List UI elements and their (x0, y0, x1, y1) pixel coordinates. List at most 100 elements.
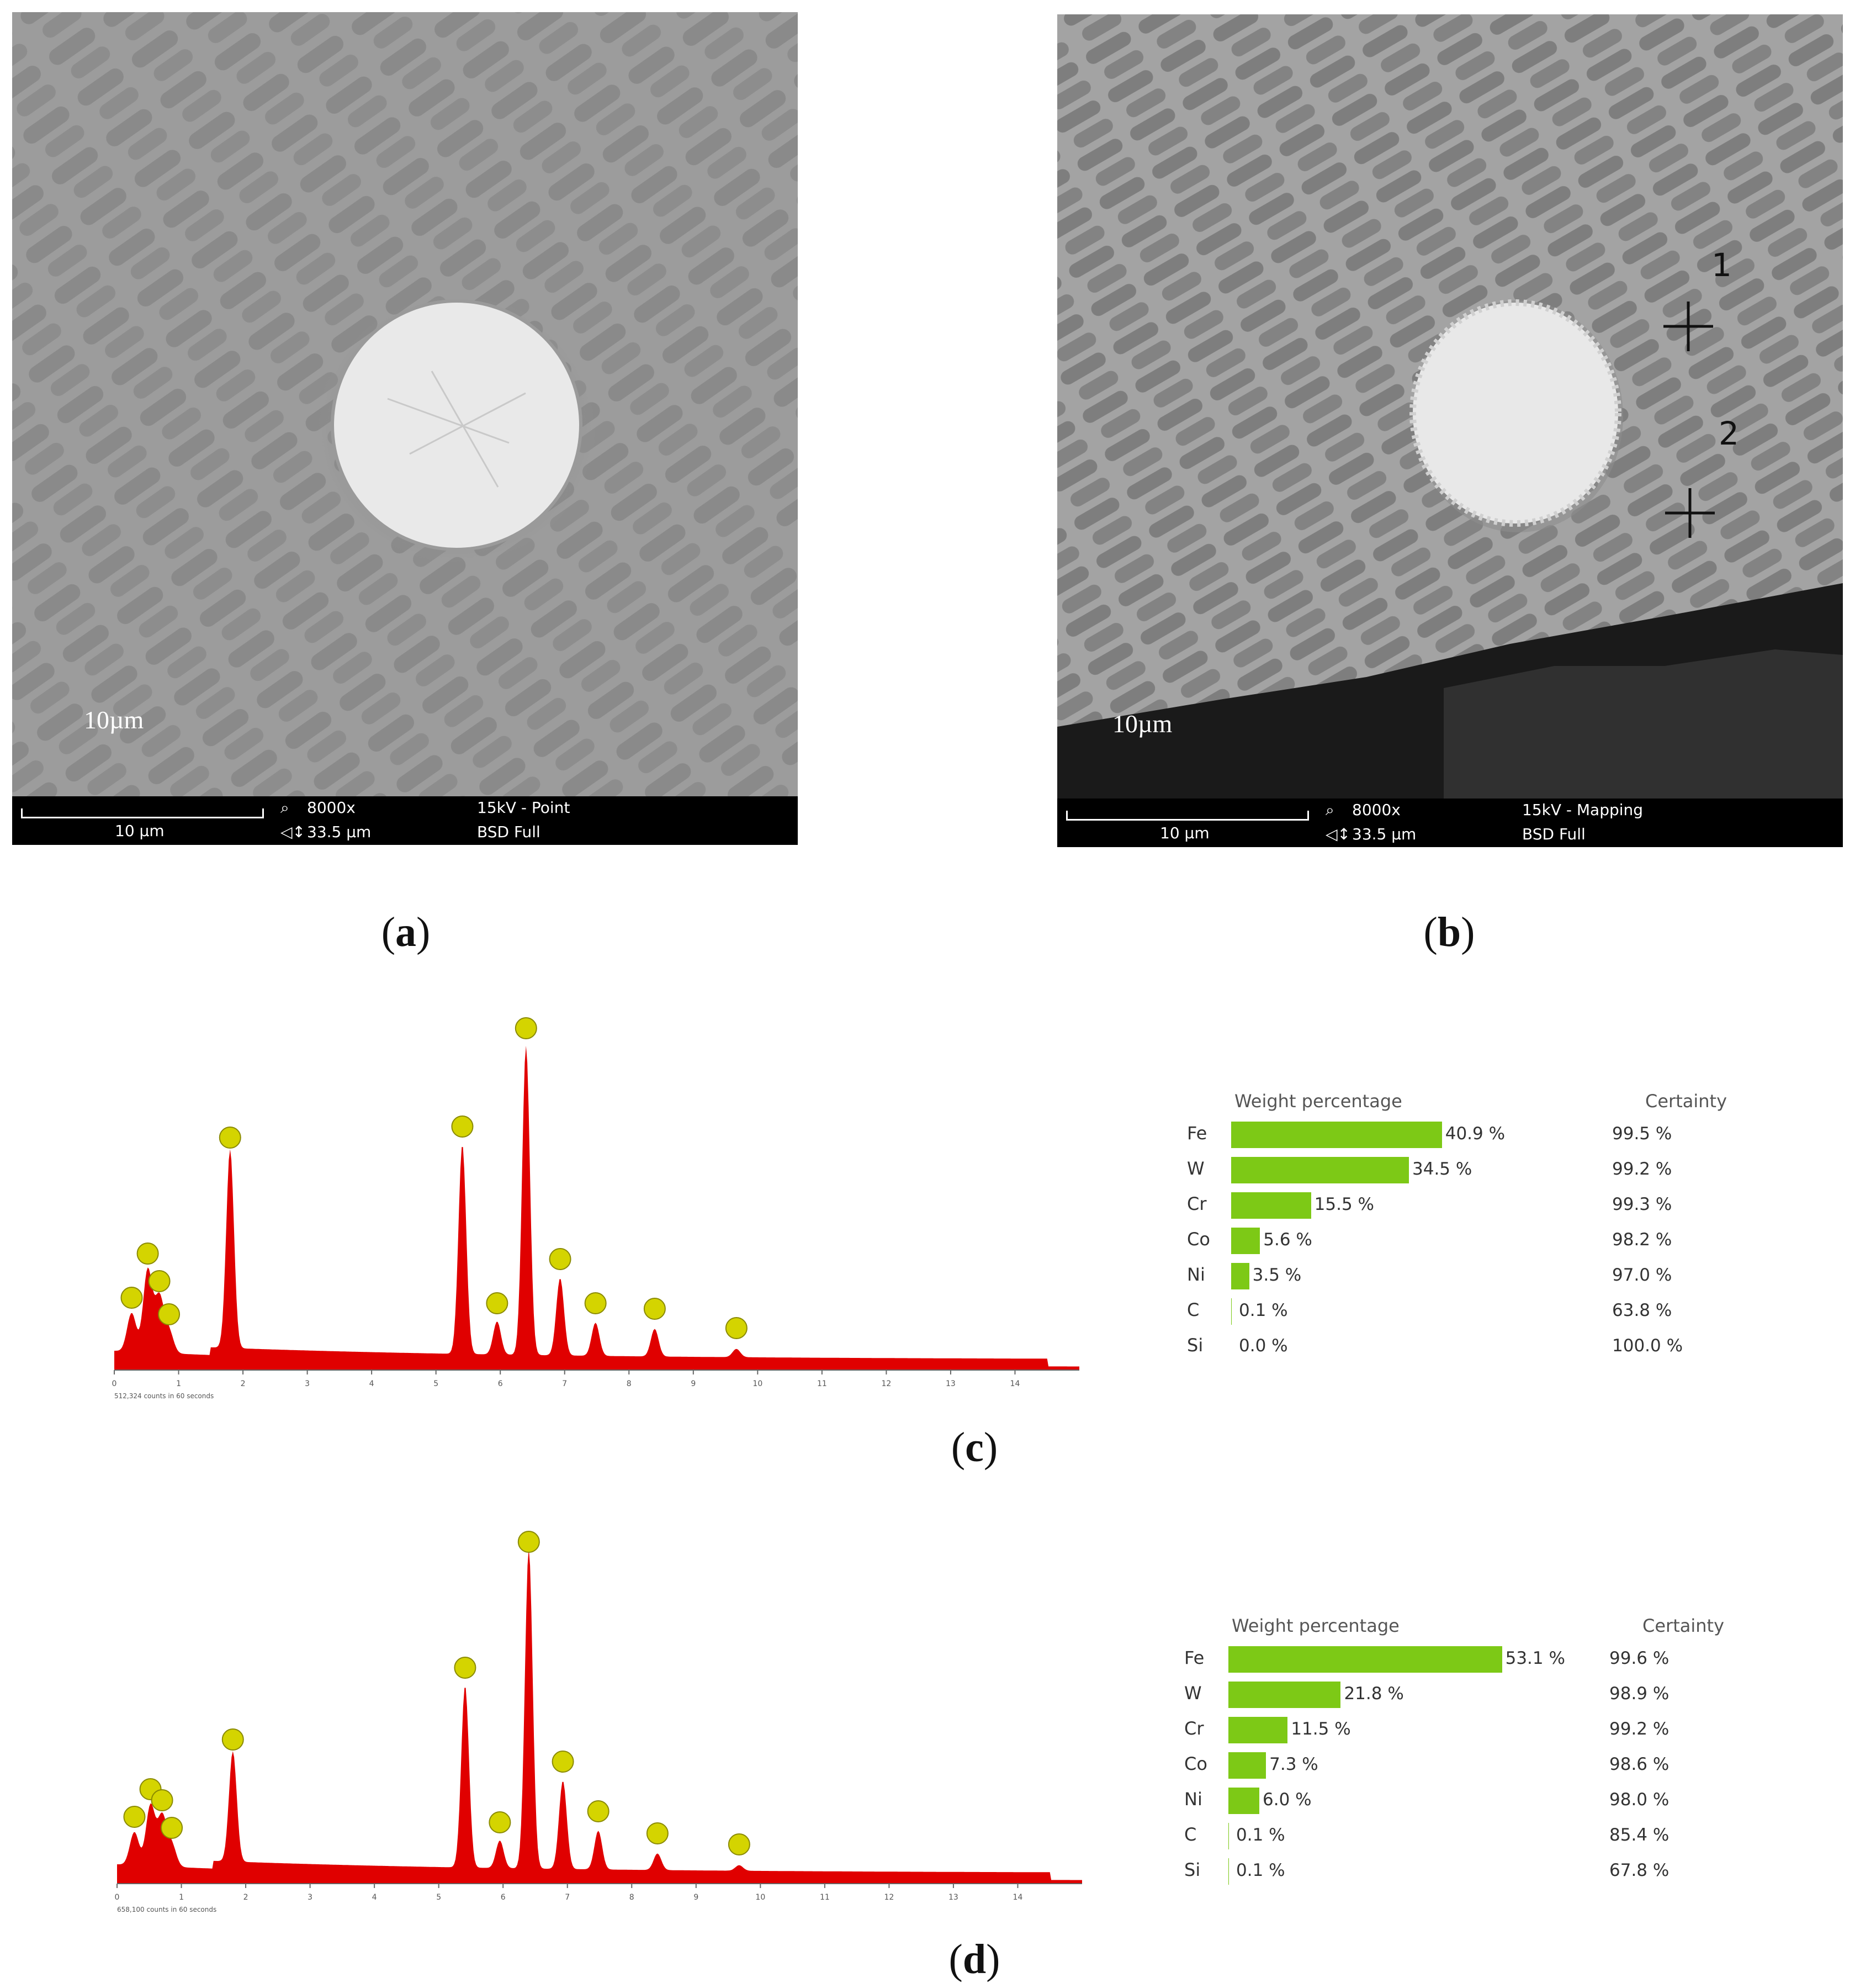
element-symbol: Fe (1187, 1123, 1207, 1144)
spectrum-footer: 512,324 counts in 60 seconds (114, 1392, 214, 1400)
table-row: Co 7.3 % 98.6 % (1184, 1750, 1736, 1779)
x-tick-label: 9 (691, 1379, 696, 1388)
weight-value: 0.1 % (1236, 1860, 1285, 1880)
panel-b: 1 2 10 µm ⌕ 8000x ◁↕ 33.5 µm 15kV - Mapp… (1057, 14, 1843, 847)
scale-bar-a (21, 808, 264, 818)
weight-value: 53.1 % (1505, 1648, 1565, 1668)
weight-value: 34.5 % (1412, 1159, 1472, 1179)
peak-marker (120, 1287, 143, 1309)
element-symbol: Fe (1184, 1647, 1205, 1668)
peak-marker (643, 1298, 666, 1320)
weight-table-d: Weight percentage Certainty Fe 53.1 % 99.6… (1184, 1610, 1764, 1886)
element-symbol: Co (1184, 1753, 1207, 1774)
element-symbol: Co (1187, 1229, 1210, 1250)
x-tick-label: 0 (115, 1893, 120, 1902)
caption-a: (a) (381, 909, 431, 955)
x-tick-label: 0 (112, 1379, 117, 1388)
table-row: Fe 53.1 % 99.6 % (1184, 1644, 1736, 1673)
table-row: Fe 40.9 % 99.5 % (1187, 1119, 1739, 1148)
certainty-value: 98.6 % (1609, 1754, 1670, 1774)
panel-a: 10 µm ⌕ 8000x ◁↕ 33.5 µm 15kV - Point BS… (12, 12, 798, 845)
x-tick-label: 7 (565, 1893, 570, 1902)
x-tick-label: 13 (946, 1379, 956, 1388)
certainty-header-d: Certainty (1642, 1615, 1724, 1636)
spectrum-d: 0 1 2 3 4 5 6 7 8 9 10 11 12 13 14 658,100 counts in 60… (110, 1530, 1099, 1927)
weight-bar (1228, 1717, 1288, 1743)
peak-marker (549, 1248, 571, 1270)
certainty-value: 63.8 % (1612, 1300, 1672, 1320)
peak-marker (725, 1317, 748, 1339)
field-width-b: 33.5 µm (1352, 825, 1417, 843)
element-symbol: Cr (1187, 1193, 1207, 1214)
weight-value: 0.1 % (1236, 1825, 1285, 1845)
weight-value: 6.0 % (1263, 1790, 1312, 1810)
scale-bar-label-b: 10 µm (1160, 824, 1210, 842)
overlay-scale-label-b: 10µm (1112, 710, 1173, 738)
x-tick-label: 14 (1013, 1893, 1023, 1902)
element-symbol: W (1187, 1158, 1205, 1179)
table-row: C 0.1 % 63.8 % (1187, 1296, 1739, 1325)
table-row: Si 0.1 % 67.8 % (1184, 1856, 1736, 1885)
peak-marker (151, 1789, 173, 1811)
spectrum-area (114, 1045, 1079, 1370)
x-tick-label: 8 (627, 1379, 632, 1388)
x-tick-label: 2 (241, 1379, 246, 1388)
weight-bar (1231, 1298, 1232, 1325)
mode-a: 15kV - Point (477, 799, 570, 817)
weight-value: 21.8 % (1344, 1684, 1404, 1704)
spectrum-area (117, 1548, 1082, 1883)
table-row: Si 0.0 % 100.0 % (1187, 1331, 1739, 1360)
table-row: W 34.5 % 99.2 % (1187, 1155, 1739, 1183)
weight-table-c: Weight percentage Certainty Fe 40.9 % 99.5… (1187, 1085, 1767, 1361)
point-label-1: 1 (1711, 246, 1732, 284)
weight-bar (1231, 1192, 1311, 1219)
table-row: Cr 11.5 % 99.2 % (1184, 1715, 1736, 1743)
certainty-value: 98.0 % (1609, 1790, 1670, 1810)
x-tick-label: 9 (693, 1893, 698, 1902)
weight-header-c: Weight percentage (1234, 1091, 1402, 1112)
field-width-a: 33.5 µm (307, 823, 372, 841)
weight-bar (1228, 1823, 1229, 1849)
x-tick-label: 5 (436, 1893, 441, 1902)
field-width-icon: ◁↕ (280, 823, 305, 841)
weight-bar (1231, 1263, 1249, 1289)
field-width-icon: ◁↕ (1326, 825, 1350, 843)
spectrum-footer: 658,100 counts in 60 seconds (117, 1906, 216, 1913)
weight-bar (1228, 1682, 1341, 1708)
weight-value: 15.5 % (1314, 1194, 1374, 1214)
weight-bar (1231, 1157, 1409, 1183)
x-tick-label: 3 (308, 1893, 312, 1902)
weight-value: 5.6 % (1263, 1230, 1312, 1250)
peak-marker (221, 1728, 244, 1751)
element-symbol: Si (1187, 1335, 1204, 1356)
x-tick-label: 12 (884, 1893, 894, 1902)
weight-bar (1231, 1228, 1260, 1254)
x-tick-label: 10 (752, 1379, 762, 1388)
weight-value: 0.1 % (1239, 1300, 1288, 1320)
table-row: Cr 15.5 % 99.3 % (1187, 1190, 1739, 1219)
element-symbol: C (1184, 1824, 1197, 1845)
magnification-b: 8000x (1352, 801, 1401, 819)
x-tick-label: 11 (817, 1379, 827, 1388)
sem-image-b: 1 2 10 µm ⌕ 8000x ◁↕ 33.5 µm 15kV - Mapp… (1057, 14, 1843, 847)
x-tick-label: 10 (755, 1893, 765, 1902)
magnification-a: 8000x (307, 799, 356, 817)
element-symbol: Cr (1184, 1718, 1204, 1739)
weight-bar (1228, 1858, 1229, 1885)
scale-bar-b (1066, 811, 1309, 821)
x-tick-label: 5 (433, 1379, 438, 1388)
weight-value: 40.9 % (1445, 1124, 1506, 1144)
weight-bar (1228, 1788, 1259, 1814)
certainty-value: 98.9 % (1609, 1684, 1670, 1704)
x-tick-label: 13 (948, 1893, 958, 1902)
detector-b: BSD Full (1522, 825, 1586, 843)
certainty-header-c: Certainty (1645, 1091, 1727, 1112)
x-tick-label: 4 (372, 1893, 377, 1902)
x-tick-label: 1 (176, 1379, 181, 1388)
sem-micrograph-a (12, 12, 798, 796)
x-tick-label: 11 (820, 1893, 830, 1902)
element-symbol: Ni (1184, 1789, 1202, 1810)
spectrum-c: 0 1 2 3 4 5 6 7 8 9 10 11 12 13 14 512,324 counts in 60… (108, 1016, 1096, 1414)
